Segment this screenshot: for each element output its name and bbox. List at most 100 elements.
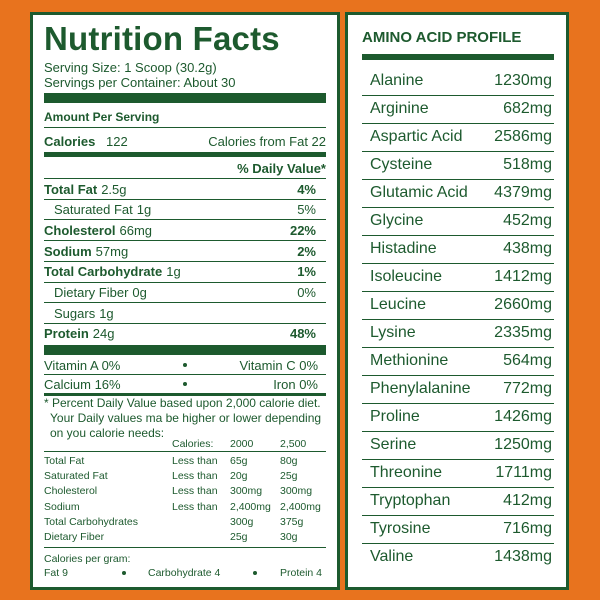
rule	[362, 123, 554, 124]
footnote: Your Daily values ma be higher or lower …	[50, 411, 322, 425]
amino-amount: 1250mg	[494, 436, 552, 453]
amino-name: Phenylalanine	[370, 380, 471, 397]
rule	[362, 487, 554, 488]
amino-name: Methionine	[370, 352, 449, 369]
amino-name: Arginine	[370, 100, 429, 117]
nutrient-amount: 24g	[92, 326, 115, 342]
dv-table-cell: 80g	[280, 454, 298, 467]
dv-table-cell: Saturated Fat	[44, 470, 108, 483]
rule	[44, 393, 326, 396]
nutrient-amount: 1g	[136, 202, 152, 218]
rule	[44, 127, 326, 128]
dv-table-cell: Cholesterol	[44, 485, 98, 498]
amino-name: Histadine	[370, 240, 437, 257]
vitamin: Vitamin A 0%	[44, 357, 121, 373]
rule	[44, 93, 326, 103]
amino-amount: 1426mg	[494, 408, 552, 425]
rule	[362, 263, 554, 264]
nutrition-panel	[30, 12, 340, 590]
vitamin: Vitamin C 0%	[239, 357, 318, 373]
rule	[44, 451, 326, 452]
amino-amount: 2335mg	[494, 324, 552, 341]
rule	[44, 345, 326, 355]
rule	[44, 302, 326, 304]
nutrient-name: Protein	[44, 326, 89, 342]
title: Nutrition Facts	[44, 19, 280, 57]
dv-table-cell: 300mg	[280, 485, 313, 498]
rule	[44, 374, 326, 375]
rule	[362, 54, 554, 60]
amino-amount: 682mg	[503, 100, 552, 117]
dv-table-cell: Dietary Fiber	[44, 531, 105, 544]
amino-amount: 2586mg	[494, 128, 552, 145]
amino-name: Isoleucine	[370, 268, 443, 285]
rule	[362, 431, 554, 432]
rule	[362, 179, 554, 180]
dv-table-cell: 25g	[230, 531, 248, 544]
bullet	[122, 571, 126, 575]
dv-table-cell: 65g	[230, 454, 248, 467]
rule	[362, 515, 554, 516]
vitamin: Calcium 16%	[44, 376, 121, 392]
footnote: * Percent Daily Value based upon 2,000 c…	[44, 396, 321, 410]
nutrient-name: Dietary Fiber	[54, 285, 129, 300]
amino-name: Alanine	[370, 72, 424, 89]
rule	[44, 322, 326, 324]
bullet	[183, 363, 187, 367]
rule	[362, 291, 554, 292]
rule	[44, 240, 326, 242]
amino-name: Glutamic Acid	[370, 184, 468, 201]
rule	[362, 347, 554, 348]
dv-table-cell: 30g	[280, 531, 298, 544]
nutrient-name: Sodium	[44, 243, 92, 259]
rule	[362, 95, 554, 96]
dv-table-cell: 25g	[280, 470, 298, 483]
amino-name: Tyrosine	[370, 520, 431, 537]
dv-table-cell: 300g	[230, 515, 254, 528]
nutrient-amount: 1g	[99, 305, 114, 321]
amino-amount: 4379mg	[494, 184, 552, 201]
bullet	[183, 382, 187, 386]
amino-name: Tryptophan	[370, 492, 451, 509]
dv-table-header: 2000	[230, 437, 254, 450]
nutrient-amount: 1g	[166, 264, 181, 280]
dv-table-cell: 2,400mg	[280, 500, 321, 513]
amino-amount: 1711mg	[495, 464, 552, 481]
dv-table-header: 2,500	[280, 437, 307, 450]
dv-table-cell: 375g	[280, 515, 304, 528]
per-gram: Fat 9	[44, 566, 68, 579]
dv-table-cell: Less than	[172, 454, 218, 467]
rule	[362, 543, 554, 544]
amino-name: Aspartic Acid	[370, 128, 463, 145]
amino-amount: 1412mg	[494, 268, 552, 285]
dv-table-cell: Total Fat	[44, 454, 85, 467]
calories-value: 122	[106, 133, 128, 149]
bullet	[253, 571, 257, 575]
rule	[362, 151, 554, 152]
nutrient-daily-value: 22%	[289, 222, 316, 238]
amino-name: Serine	[370, 436, 417, 453]
nutrient-name: Cholesterol	[44, 222, 116, 238]
per-gram: Carbohydrate 4	[148, 566, 221, 579]
amino-panel	[345, 12, 569, 590]
amino-amount: 2660mg	[494, 296, 552, 313]
dv-table-cell: 2,400mg	[230, 500, 271, 513]
amino-name: Glycine	[370, 212, 424, 229]
rule	[362, 235, 554, 236]
amino-title: AMINO ACID PROFILE	[362, 28, 522, 46]
rule	[44, 547, 326, 548]
nutrient-name: Sugars	[54, 305, 96, 321]
nutrient-daily-value: 48%	[289, 326, 316, 342]
rule	[44, 152, 326, 157]
daily-value-header: % Daily Value*	[237, 160, 326, 176]
serving-size: Serving Size: 1 Scoop (30.2g)	[44, 59, 217, 75]
dv-table-cell: 300mg	[230, 485, 263, 498]
amino-amount: 452mg	[503, 212, 552, 229]
amino-name: Lysine	[370, 324, 416, 341]
dv-table-header: Calories:	[172, 437, 214, 450]
amino-amount: 772mg	[503, 380, 552, 397]
calories-from-fat: Calories from Fat 22	[208, 133, 326, 149]
amino-amount: 518mg	[503, 156, 552, 173]
amino-amount: 412mg	[503, 492, 552, 509]
